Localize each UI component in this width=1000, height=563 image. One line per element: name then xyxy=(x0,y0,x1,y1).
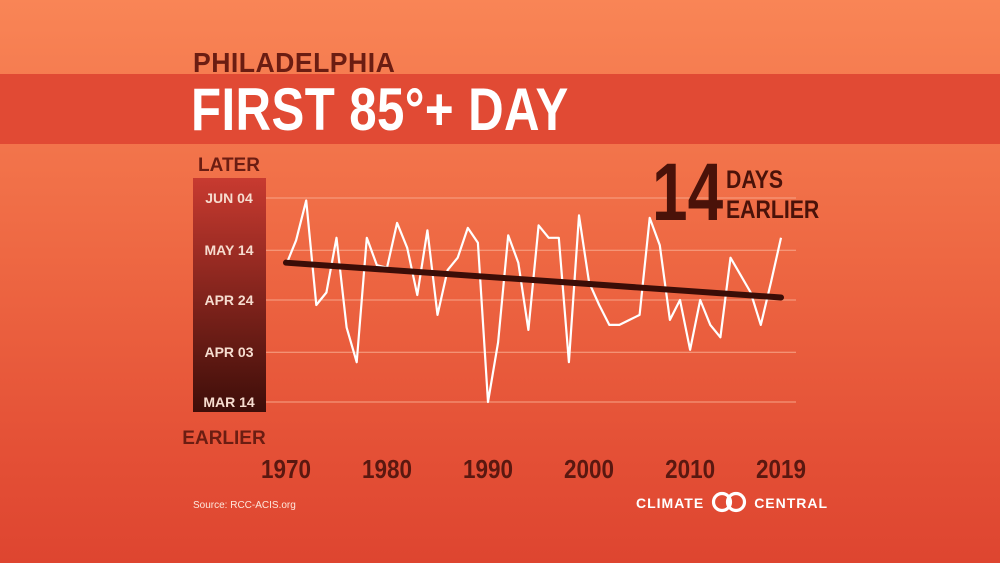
y-tick-label: MAY 14 xyxy=(204,242,253,258)
callout-number: 14 xyxy=(652,147,724,238)
chart-title: FIRST 85°+ DAY xyxy=(191,76,569,143)
y-axis-gradient-bar xyxy=(193,178,266,412)
title-band xyxy=(0,74,1000,144)
y-axis-earlier-label: EARLIER xyxy=(182,428,266,449)
trend-line xyxy=(283,259,784,301)
x-tick-label: 1990 xyxy=(463,454,513,484)
x-tick-label: 1980 xyxy=(362,454,412,484)
climate-central-rings-icon xyxy=(711,491,747,516)
logo-climate-text: CLIMATE xyxy=(636,495,705,511)
y-tick-label: APR 03 xyxy=(204,344,253,360)
chart-subtitle: PHILADELPHIA xyxy=(193,47,396,78)
y-axis-later-label: LATER xyxy=(198,155,260,176)
logo-central-text: CENTRAL xyxy=(754,495,829,511)
x-tick-label: 2010 xyxy=(665,454,715,484)
x-tick-label: 1970 xyxy=(261,454,311,484)
x-tick-labels: 1970 1980 1990 2000 2010 2019 xyxy=(261,454,806,484)
source-note: Source: RCC-ACIS.org xyxy=(193,500,296,511)
y-tick-label: MAR 14 xyxy=(203,394,255,410)
gridlines xyxy=(266,197,796,403)
y-tick-labels: JUN 04 MAY 14 APR 24 APR 03 MAR 14 xyxy=(203,190,255,410)
callout-days-label: DAYS xyxy=(726,166,784,194)
y-tick-label: JUN 04 xyxy=(205,190,253,206)
climate-central-logo: CLIMATE CENTRAL xyxy=(636,491,828,515)
x-tick-label: 2019 xyxy=(756,454,806,484)
callout-earlier-label: EARLIER xyxy=(726,196,820,224)
x-tick-label: 2000 xyxy=(564,454,614,484)
y-tick-label: APR 24 xyxy=(204,292,253,308)
